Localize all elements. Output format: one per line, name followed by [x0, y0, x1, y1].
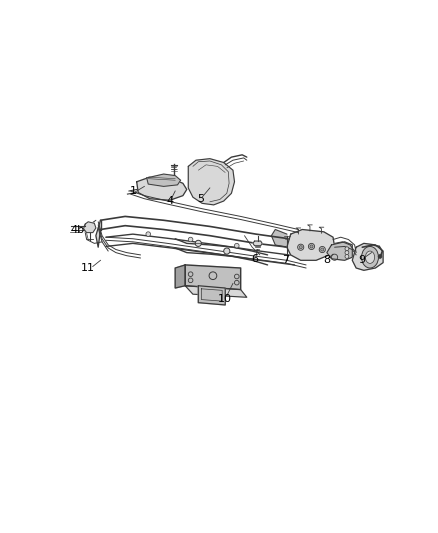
Polygon shape: [137, 177, 187, 200]
Text: 9: 9: [359, 255, 366, 265]
Circle shape: [224, 248, 230, 254]
Text: 4b: 4b: [71, 224, 85, 235]
Circle shape: [234, 244, 239, 248]
Circle shape: [299, 246, 302, 249]
Ellipse shape: [361, 246, 378, 268]
Text: 6: 6: [251, 254, 258, 264]
Ellipse shape: [365, 251, 374, 263]
Polygon shape: [188, 159, 234, 205]
Polygon shape: [84, 222, 96, 232]
Text: 10: 10: [218, 294, 232, 304]
Circle shape: [310, 245, 313, 248]
Polygon shape: [352, 244, 383, 270]
Polygon shape: [272, 230, 287, 247]
Circle shape: [195, 240, 201, 246]
Circle shape: [345, 255, 349, 259]
Circle shape: [345, 247, 349, 251]
Text: 8: 8: [323, 255, 330, 265]
Circle shape: [308, 244, 314, 249]
Text: 11: 11: [81, 263, 95, 273]
Polygon shape: [147, 174, 180, 187]
Polygon shape: [96, 220, 100, 247]
Polygon shape: [185, 286, 247, 297]
Text: 1: 1: [129, 186, 136, 196]
Text: 4: 4: [166, 196, 173, 206]
Polygon shape: [198, 286, 225, 305]
Circle shape: [188, 237, 193, 242]
Circle shape: [319, 246, 325, 253]
Polygon shape: [175, 265, 185, 288]
Text: 7: 7: [282, 255, 289, 265]
Circle shape: [345, 251, 349, 255]
Circle shape: [298, 244, 304, 251]
Polygon shape: [287, 230, 335, 260]
Circle shape: [321, 248, 324, 251]
Circle shape: [146, 232, 151, 237]
Polygon shape: [327, 242, 352, 260]
Polygon shape: [253, 241, 262, 246]
Text: 5: 5: [197, 193, 204, 204]
Circle shape: [378, 255, 382, 259]
Polygon shape: [185, 265, 240, 289]
